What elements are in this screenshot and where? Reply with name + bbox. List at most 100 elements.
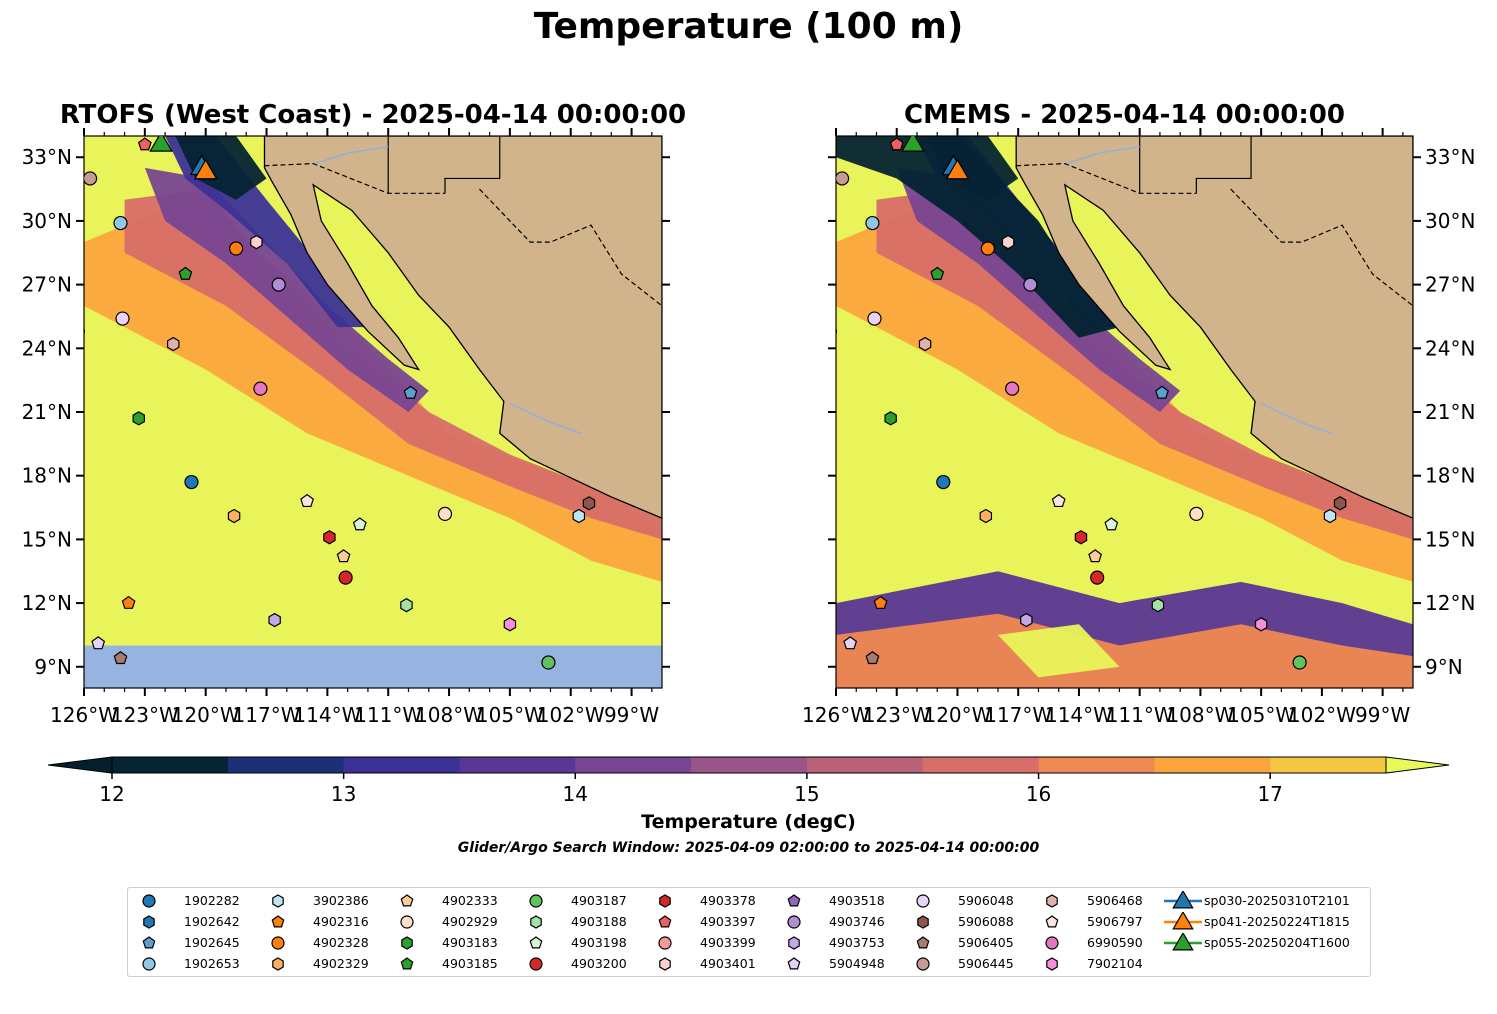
legend-float-swatch [142,894,156,908]
colorbar: 12 13 14 15 16 17 [47,756,1450,806]
legend-float-swatch [143,915,155,929]
y-tick-label: 27°N [1425,273,1475,297]
y-tick-label: 18°N [1425,464,1475,488]
legend-float-swatch [529,936,543,949]
float-marker-4903746 [271,277,286,292]
float-marker-3902386 [1323,508,1337,524]
right-panel-title: CMEMS - 2025-04-14 00:00:00 [904,100,1345,130]
y-tick-label: 15°N [22,527,72,551]
legend-label: 5906405 [958,935,1014,950]
float-marker-5906088 [1333,496,1347,511]
colorbar-segment [1038,757,1155,773]
legend-float-marker [272,957,284,971]
x-tick-label: 108°W [1166,703,1234,727]
colorbar-tick-label: 16 [1026,782,1051,806]
float-marker-5906797 [1051,493,1066,508]
legend-float-swatch [142,957,156,971]
x-tick-label: 114°W [293,703,361,727]
no-data-region [84,645,662,688]
legend-label: 6990590 [1087,935,1143,950]
y-tick-label: 24°N [1425,336,1475,360]
legend-label: 4903753 [829,935,885,950]
legend-float-swatch [916,957,930,971]
float-marker-1902642 [818,614,829,627]
legend-float-marker [271,936,285,950]
legend-label: 5904948 [829,956,885,971]
land-mass [1015,136,1413,519]
float-marker-1902653 [865,215,880,231]
float-marker-4903518 [814,575,826,587]
contour-band [836,136,1120,338]
legend-float-swatch [916,936,930,949]
float-marker-4903397 [137,137,152,151]
colorbar-tick-label: 12 [99,782,124,806]
legend-float-swatch [1045,915,1059,928]
y-tick-label: 24°N [22,336,72,360]
legend-float-marker [916,894,930,908]
legend-float-marker [659,957,671,971]
colorbar-segment [922,757,1040,773]
legend-float-marker [271,915,285,928]
observation-markers [814,136,1347,670]
legend-label: sp041-20250224T1815 [1204,914,1350,929]
float-marker-4903188 [1151,598,1165,613]
legend-label: 4903185 [442,956,498,971]
float-marker-5906048 [115,311,130,326]
legend-float-swatch [529,957,543,971]
legend-float-swatch [401,936,413,950]
colorbar-segment [691,757,808,773]
float-marker-4902329 [979,508,993,524]
float-marker-4902333 [1088,549,1103,563]
legend-float-marker [787,894,801,907]
legend-float-swatch [787,894,801,907]
legend-label: 5906468 [1087,893,1143,908]
legend-label: 4902329 [313,956,369,971]
legend-label: sp055-20250204T1600 [1204,935,1350,950]
y-tick-label: 12°N [1425,591,1475,615]
legend-float-marker [400,894,414,907]
legend-label: 4903401 [700,956,756,971]
colorbar-frame [111,756,1387,774]
observation-markers [62,136,596,670]
legend-label: 5906797 [1087,914,1143,929]
legend-label: 5906048 [958,893,1014,908]
colorbar-segment [575,757,692,773]
river [1260,402,1333,434]
float-marker-4903518 [62,575,74,587]
legend-label: 1902642 [184,914,240,929]
legend-float-marker [401,936,413,950]
float-marker-7902104 [1254,617,1268,632]
float-marker-4902333 [336,549,351,563]
x-tick-label: 99°W [604,703,659,727]
legend-float-marker [142,957,156,971]
legend-float-swatch [659,894,671,908]
float-marker-4903378 [1074,530,1088,545]
legend-label: 4903198 [571,935,627,950]
x-tick-label: 120°W [923,703,991,727]
float-marker-5906445 [84,171,98,186]
x-tick-label: 114°W [1045,703,1113,727]
x-tick-label: 123°W [111,703,179,727]
contour-band [836,613,1413,688]
float-marker-6990590 [253,381,268,396]
colorbar-segment [227,757,345,773]
colorbar-segment [1154,757,1271,773]
colorbar-tick-label: 13 [331,782,356,806]
legend-float-swatch [1045,936,1059,950]
legend-label: 4903378 [700,893,756,908]
y-tick-label: 27°N [22,273,72,297]
legend-float-swatch [788,936,800,950]
legend-float-marker [529,957,543,971]
legend-float-swatch [530,915,542,929]
x-tick-label: 111°W [354,703,422,727]
country-border [479,188,662,307]
legend-float-swatch [400,957,414,970]
state-border [1195,136,1252,194]
colorbar-segment [112,757,229,773]
float-marker-4902329 [227,508,241,524]
legend-float-marker [530,915,542,929]
float-marker-4902328 [229,241,244,256]
legend-label: 3902386 [313,893,369,908]
legend-float-swatch [658,915,672,928]
legend-float-marker [272,894,284,908]
